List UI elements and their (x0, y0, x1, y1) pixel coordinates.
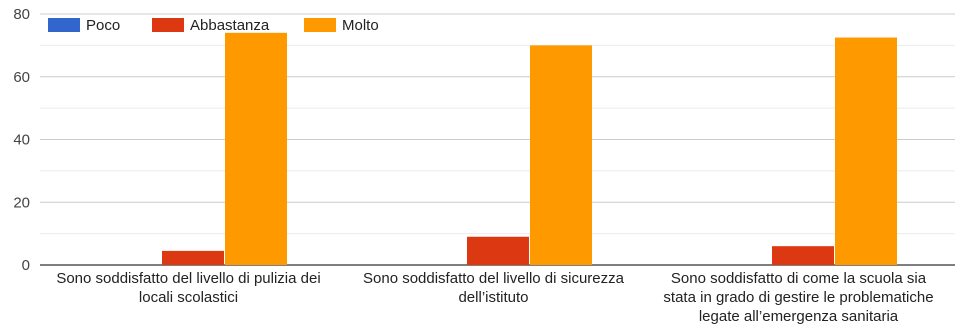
legend-label-abbastanza: Abbastanza (190, 17, 270, 34)
gridlines (40, 13, 955, 266)
y-tick-label: 0 (22, 257, 30, 274)
x-axis-labels: Sono soddisfatto del livello di pulizia … (56, 270, 933, 325)
y-tick-label: 40 (13, 132, 30, 149)
y-tick-label: 20 (13, 194, 30, 211)
x-category-label: Sono soddisfatto del livello di sicurezz… (363, 270, 625, 306)
legend-swatch-molto (304, 18, 336, 32)
y-tick-label: 60 (13, 69, 30, 86)
bar-abbastanza-1 (162, 250, 224, 265)
bars (162, 32, 897, 266)
legend-label-molto: Molto (342, 17, 379, 34)
bar-molto-2 (530, 45, 592, 265)
bar-abbastanza-2 (467, 236, 529, 265)
y-axis-ticks: 0 20 40 60 80 (13, 6, 30, 274)
bar-abbastanza-3 (772, 246, 834, 265)
bar-molto-3 (835, 37, 897, 265)
x-category-label: Sono soddisfatto del livello di pulizia … (56, 270, 320, 306)
x-category-label: Sono soddisfatto di come la scuola sia st… (663, 270, 933, 325)
y-tick-label: 80 (13, 6, 30, 23)
legend-swatch-abbastanza (152, 18, 184, 32)
legend-label-poco: Poco (86, 17, 120, 34)
legend: Poco Abbastanza Molto (48, 17, 379, 34)
bar-molto-1 (225, 32, 287, 266)
legend-swatch-poco (48, 18, 80, 32)
